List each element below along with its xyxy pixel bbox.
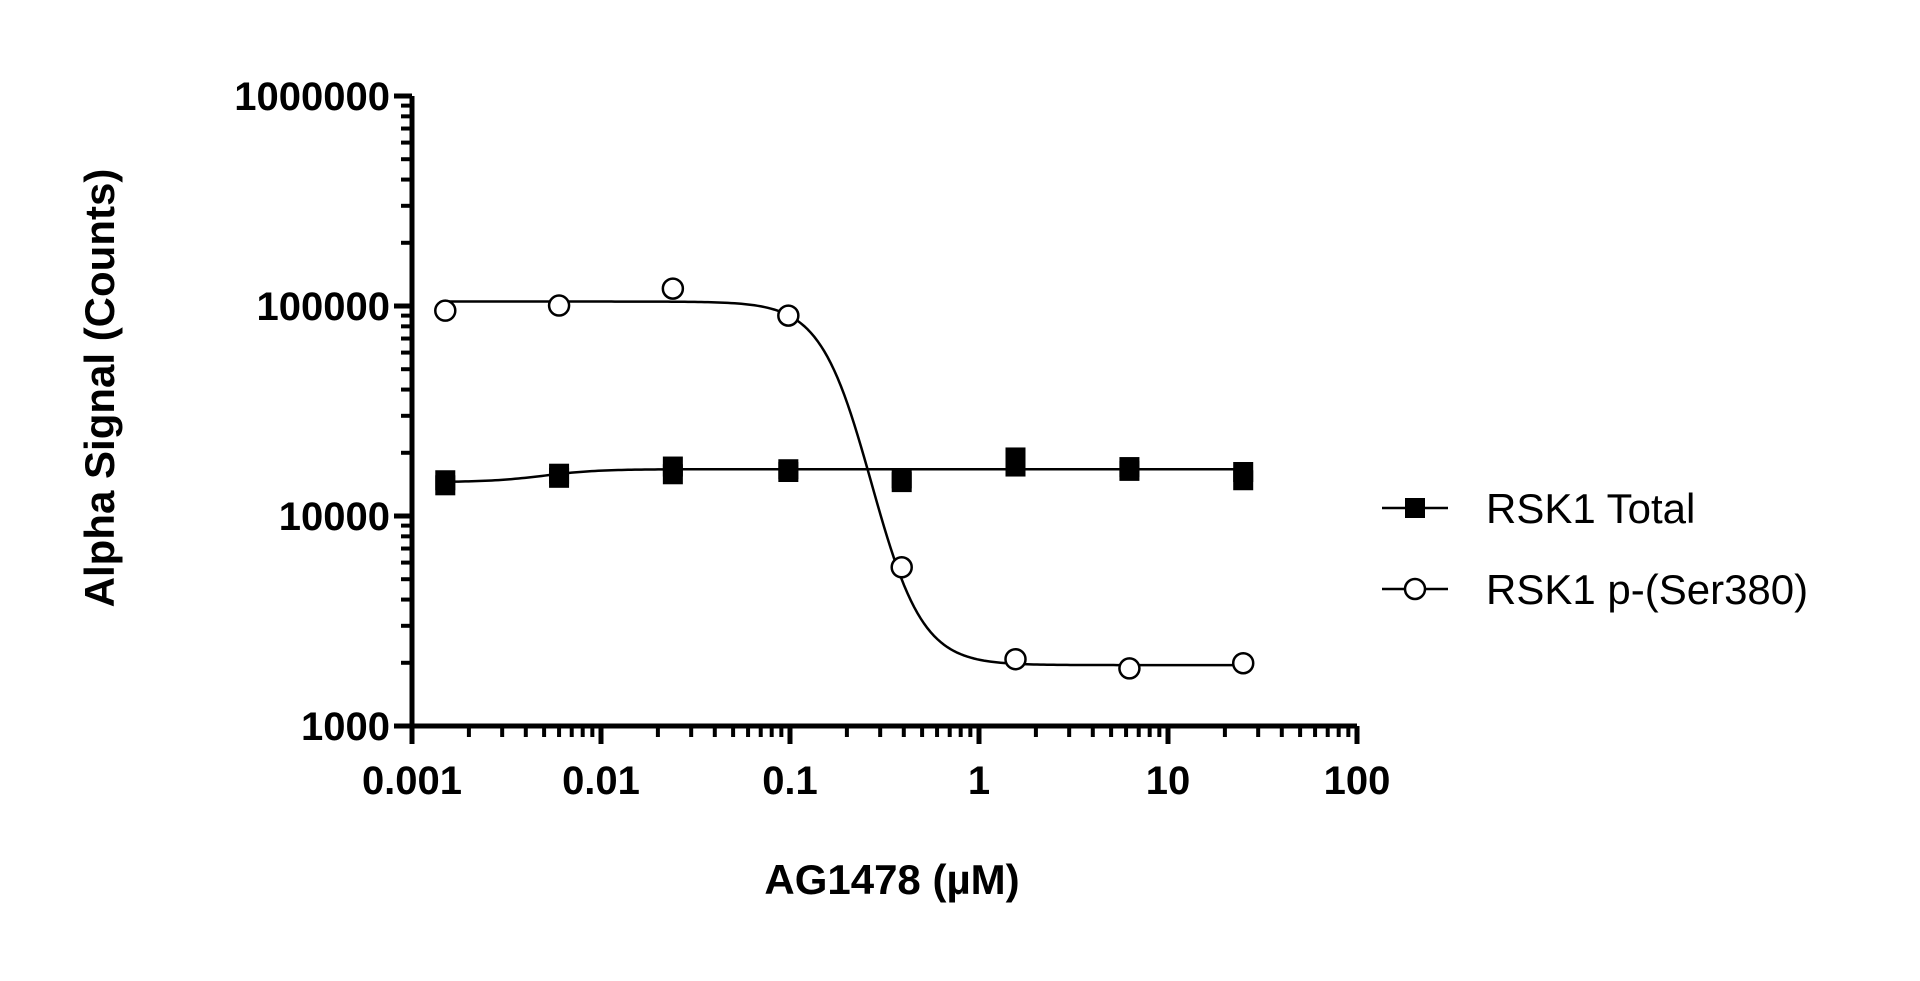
legend-label-rsk1-total: RSK1 Total (1486, 485, 1695, 532)
fit-curve-rsk1-total (445, 467, 1244, 484)
data-point-rsk1-pser380 (661, 277, 685, 300)
x-tick-label: 0.01 (562, 759, 640, 803)
x-tick-label: 0.001 (362, 759, 462, 803)
data-point-rsk1-pser380 (890, 556, 913, 579)
data-point-rsk1-total (1119, 457, 1140, 478)
legend-label-rsk1-pser380: RSK1 p-(Ser380) (1486, 566, 1808, 613)
fit-curves (445, 300, 1244, 667)
data-point-rsk1-total (435, 470, 456, 491)
data-point-rsk1-total (662, 456, 683, 477)
data-point-rsk1-total (1233, 462, 1254, 483)
data-point-rsk1-pser380 (1004, 647, 1027, 671)
axes: 1000 10000 100000 1000000 0.001 0.01 0.1 1 10 100 (234, 75, 1390, 803)
y-tick-label: 1000 (301, 705, 390, 749)
data-point-rsk1-pser380 (1118, 657, 1141, 680)
legend-item-rsk1-total: RSK1 Total (1382, 485, 1695, 532)
y-tick-label: 100000 (257, 285, 390, 329)
x-axis-title: AG1478 (µM) (764, 856, 1019, 903)
legend-marker-open-circle (1403, 577, 1427, 601)
x-tick-label: 1 (968, 759, 990, 803)
x-tick-label: 100 (1324, 759, 1391, 803)
y-tick-label: 10000 (279, 495, 390, 539)
data-point-rsk1-pser380 (434, 299, 457, 322)
fit-curve-rsk1-pser380 (445, 300, 1244, 667)
data-point-rsk1-pser380 (1231, 651, 1255, 675)
data-points (434, 277, 1255, 680)
legend: RSK1 Total RSK1 p-(Ser380) (1382, 485, 1808, 613)
legend-item-rsk1-pser380: RSK1 p-(Ser380) (1382, 566, 1808, 613)
data-point-rsk1-pser380 (777, 304, 800, 327)
x-tick-label: 0.1 (762, 759, 818, 803)
data-point-rsk1-pser380 (547, 294, 571, 317)
data-point-rsk1-total (1005, 447, 1026, 468)
data-point-rsk1-total (549, 463, 570, 484)
y-tick-label: 1000000 (234, 75, 390, 119)
y-axis-title: Alpha Signal (Counts) (76, 169, 123, 608)
data-point-rsk1-total (891, 468, 912, 489)
x-tick-label: 10 (1146, 759, 1191, 803)
data-point-rsk1-total (778, 459, 799, 480)
legend-marker-filled-square (1405, 498, 1425, 518)
